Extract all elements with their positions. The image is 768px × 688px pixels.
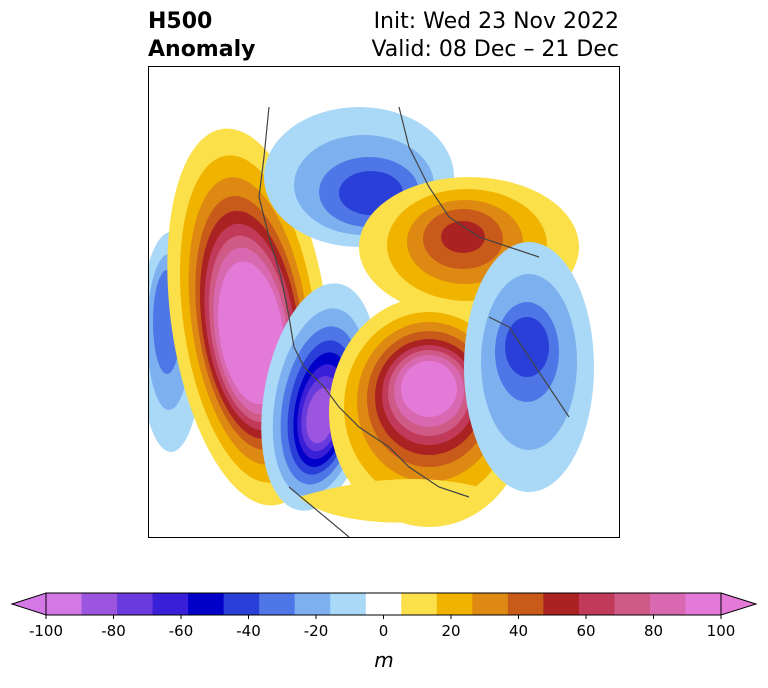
colorbar-segment	[401, 593, 438, 615]
valid-dates: Valid: 08 Dec – 21 Dec	[371, 37, 619, 62]
colorbar-tick-label: -40	[236, 622, 261, 640]
colorbar-tick-label: 0	[379, 622, 389, 640]
valid-period: Init: Wed 23 Nov 2022 Valid: 08 Dec – 21…	[371, 8, 619, 64]
colorbar-segment	[152, 593, 189, 615]
colorbar: -100 -80 -60 -40 -20 0 20 40 60 80 100 m	[0, 585, 768, 688]
coastlines	[258, 106, 570, 537]
colorbar-segment	[543, 593, 580, 615]
colorbar-tick-label: -20	[304, 622, 329, 640]
colorbar-segment	[294, 593, 331, 615]
colorbar-tick-label: 60	[576, 622, 595, 640]
anomaly-map	[148, 66, 620, 538]
colorbar-segment	[259, 593, 296, 615]
colorbar-segment	[436, 593, 473, 615]
colorbar-segment	[188, 593, 225, 615]
colorbar-segment	[330, 593, 367, 615]
colorbar-tick-label: 100	[707, 622, 736, 640]
colorbar-segment	[365, 593, 402, 615]
colorbar-tick-label: 40	[509, 622, 528, 640]
colorbar-tick-label: -80	[101, 622, 126, 640]
colorbar-svg: -100 -80 -60 -40 -20 0 20 40 60 80 100 m	[10, 592, 758, 672]
colorbar-segment	[578, 593, 615, 615]
colorbar-tick-label: 20	[441, 622, 460, 640]
colorbar-unit-label: m	[374, 648, 393, 672]
atlantic-trough	[464, 242, 594, 492]
chart-title: H500 Anomaly	[148, 8, 255, 64]
colorbar-tick-label: -100	[29, 622, 63, 640]
colorbar-extend-min	[10, 592, 47, 616]
colorbar-segment	[223, 593, 260, 615]
colorbar-tick-label: 80	[644, 622, 663, 640]
colorbar-segment	[46, 593, 83, 615]
colorbar-segment	[117, 593, 154, 615]
colorbar-extend-max	[720, 592, 758, 616]
subtropical-ridge	[299, 479, 479, 523]
colorbar-segment	[507, 593, 544, 615]
colorbar-segment	[685, 593, 722, 615]
colorbar-segment	[472, 593, 509, 615]
colorbar-segment	[614, 593, 651, 615]
colorbar-segment	[81, 593, 118, 615]
map-svg	[149, 106, 594, 537]
title-line-2: Anomaly	[148, 37, 256, 62]
colorbar-segment	[649, 593, 686, 615]
title-line-1: H500	[148, 9, 213, 34]
init-date: Init: Wed 23 Nov 2022	[373, 9, 619, 34]
west-coast-ridge	[167, 128, 331, 506]
colorbar-tick-label: -60	[169, 622, 194, 640]
